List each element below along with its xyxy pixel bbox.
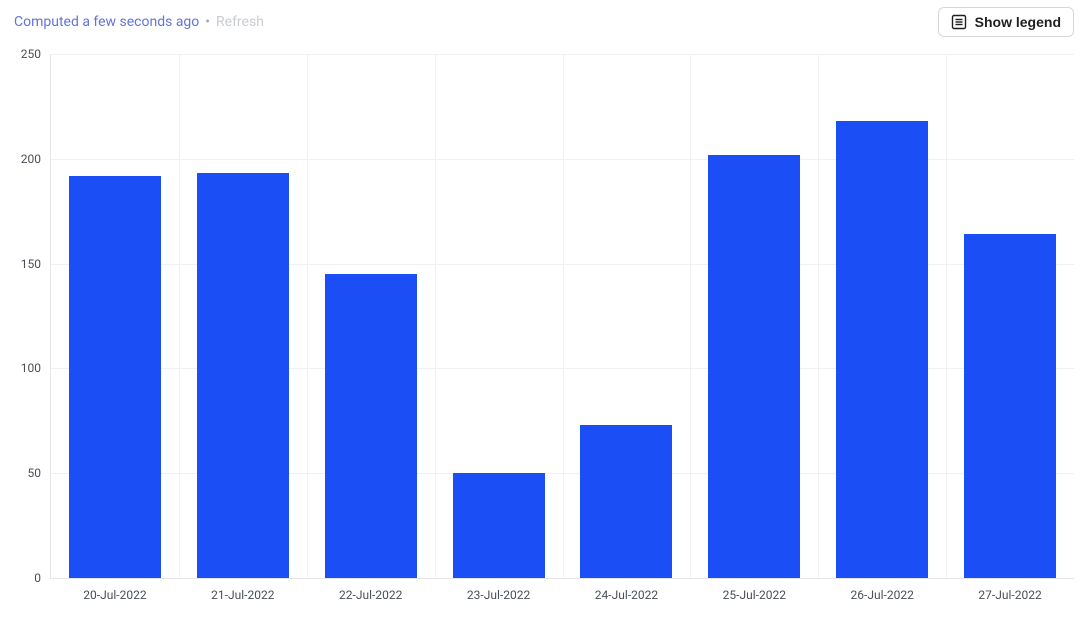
- vgrid-line: [818, 54, 819, 578]
- plot-area: 05010015020025020-Jul-202221-Jul-202222-…: [50, 54, 1074, 579]
- bar: [708, 155, 800, 578]
- x-axis-tick-label: 27-Jul-2022: [978, 578, 1041, 602]
- legend-list-icon: [951, 14, 967, 30]
- show-legend-button-label: Show legend: [975, 14, 1061, 30]
- bar: [580, 425, 672, 578]
- y-axis-tick-label: 150: [21, 257, 51, 271]
- x-axis-tick-label: 24-Jul-2022: [595, 578, 658, 602]
- vgrid-line: [563, 54, 564, 578]
- x-axis-tick-label: 25-Jul-2022: [723, 578, 786, 602]
- x-axis-tick-label: 20-Jul-2022: [83, 578, 146, 602]
- vgrid-line: [179, 54, 180, 578]
- y-axis-tick-label: 250: [21, 47, 51, 61]
- refresh-link[interactable]: Refresh: [216, 14, 264, 30]
- separator-dot: •: [205, 14, 210, 30]
- x-axis-tick-label: 21-Jul-2022: [211, 578, 274, 602]
- bar: [325, 274, 417, 578]
- bar: [453, 473, 545, 578]
- y-axis-tick-label: 0: [34, 571, 51, 585]
- bar: [69, 176, 161, 578]
- bar: [964, 234, 1056, 578]
- x-axis-tick-label: 23-Jul-2022: [467, 578, 530, 602]
- y-axis-tick-label: 50: [28, 466, 52, 480]
- computed-status-text: Computed a few seconds ago: [14, 14, 199, 30]
- vgrid-line: [307, 54, 308, 578]
- x-axis-tick-label: 26-Jul-2022: [851, 578, 914, 602]
- chart-panel: Computed a few seconds ago • Refresh Sho…: [0, 0, 1088, 621]
- vgrid-line: [690, 54, 691, 578]
- y-axis-tick-label: 200: [21, 152, 51, 166]
- panel-header: Computed a few seconds ago • Refresh Sho…: [14, 8, 1074, 36]
- bar: [836, 121, 928, 578]
- show-legend-button[interactable]: Show legend: [938, 7, 1074, 37]
- vgrid-line: [946, 54, 947, 578]
- computed-status-group: Computed a few seconds ago • Refresh: [14, 14, 264, 30]
- chart-region: 0 50 100 150 200 250 20-Jul-2022 21-Jul-2022 22-…: [0, 46, 1088, 621]
- vgrid-line: [435, 54, 436, 578]
- x-axis-tick-label: 22-Jul-2022: [339, 578, 402, 602]
- y-axis-tick-label: 100: [21, 361, 51, 375]
- bar: [197, 173, 289, 578]
